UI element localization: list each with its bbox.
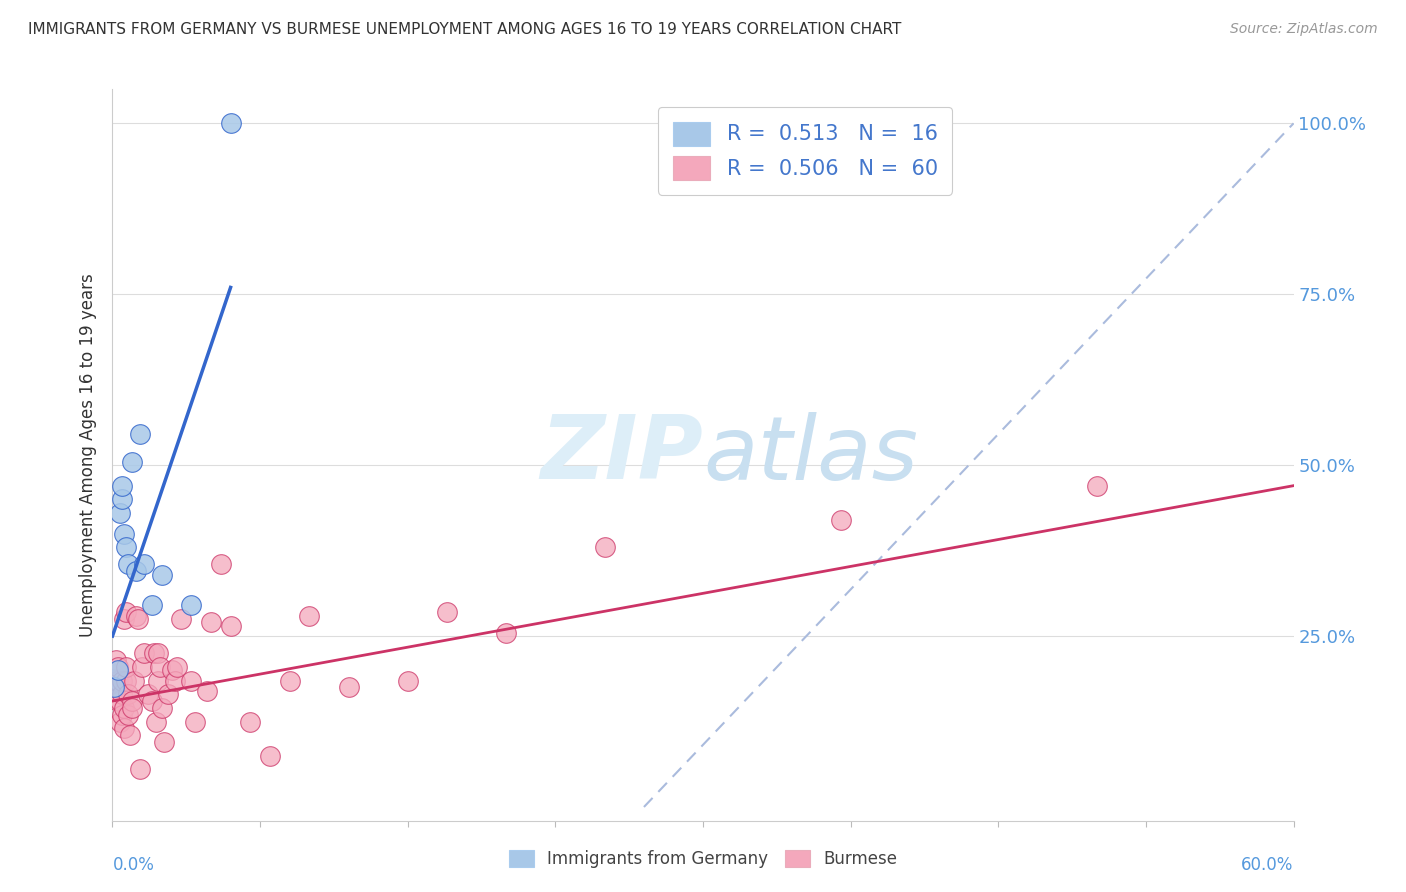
Point: [110, 714, 132, 729]
Point: [112, 526, 135, 541]
Point: [117, 687, 139, 701]
Text: atlas: atlas: [703, 412, 918, 498]
Point: [170, 612, 193, 626]
Point: [129, 427, 152, 442]
Point: [184, 714, 207, 729]
Point: [152, 735, 174, 749]
Point: [122, 673, 145, 688]
Point: [278, 673, 301, 688]
Text: Source: ZipAtlas.com: Source: ZipAtlas.com: [1230, 22, 1378, 37]
Point: [105, 673, 128, 688]
Point: [166, 660, 188, 674]
Point: [160, 663, 183, 677]
Point: [110, 694, 132, 708]
Point: [219, 619, 242, 633]
Point: [180, 599, 202, 613]
Point: [111, 492, 134, 507]
Point: [103, 681, 125, 695]
Point: [112, 722, 135, 736]
Point: [131, 660, 153, 674]
Point: [830, 513, 852, 527]
Point: [105, 653, 128, 667]
Point: [150, 567, 173, 582]
Point: [165, 673, 187, 688]
Point: [129, 763, 152, 777]
Point: [103, 681, 125, 695]
Point: [219, 116, 242, 130]
Point: [145, 714, 167, 729]
Point: [127, 612, 149, 626]
Text: ZIP: ZIP: [540, 411, 703, 499]
Point: [495, 625, 517, 640]
Point: [107, 663, 129, 677]
Legend: Immigrants from Germany, Burmese: Immigrants from Germany, Burmese: [502, 843, 904, 875]
Legend: R =  0.513   N =  16, R =  0.506   N =  60: R = 0.513 N = 16, R = 0.506 N = 60: [658, 107, 952, 194]
Point: [146, 646, 169, 660]
Point: [112, 701, 135, 715]
Point: [103, 666, 125, 681]
Point: [112, 612, 135, 626]
Point: [298, 608, 321, 623]
Point: [115, 605, 138, 619]
Point: [121, 701, 143, 715]
Point: [132, 558, 155, 572]
Point: [200, 615, 222, 630]
Point: [180, 673, 202, 688]
Point: [111, 673, 134, 688]
Point: [136, 687, 159, 701]
Point: [156, 687, 179, 701]
Point: [110, 506, 132, 520]
Point: [125, 564, 148, 578]
Point: [107, 660, 129, 674]
Point: [1085, 478, 1108, 492]
Y-axis label: Unemployment Among Ages 16 to 19 years: Unemployment Among Ages 16 to 19 years: [79, 273, 97, 637]
Point: [107, 673, 129, 688]
Point: [239, 714, 262, 729]
Point: [146, 673, 169, 688]
Point: [593, 540, 616, 554]
Point: [149, 660, 172, 674]
Point: [121, 455, 143, 469]
Point: [125, 608, 148, 623]
Point: [117, 707, 139, 722]
Point: [396, 673, 419, 688]
Point: [259, 748, 281, 763]
Point: [195, 683, 218, 698]
Text: 0.0%: 0.0%: [112, 855, 155, 873]
Point: [142, 646, 165, 660]
Point: [132, 646, 155, 660]
Point: [117, 558, 139, 572]
Point: [111, 687, 134, 701]
Text: IMMIGRANTS FROM GERMANY VS BURMESE UNEMPLOYMENT AMONG AGES 16 TO 19 YEARS CORREL: IMMIGRANTS FROM GERMANY VS BURMESE UNEMP…: [28, 22, 901, 37]
Point: [209, 558, 232, 572]
Point: [141, 599, 163, 613]
Point: [141, 694, 163, 708]
Point: [436, 605, 458, 619]
Point: [115, 540, 138, 554]
Point: [121, 694, 143, 708]
Point: [111, 478, 134, 492]
Point: [115, 673, 138, 688]
Point: [120, 728, 142, 742]
Text: 60.0%: 60.0%: [1241, 855, 1294, 873]
Point: [150, 701, 173, 715]
Point: [107, 694, 129, 708]
Point: [115, 660, 138, 674]
Point: [337, 681, 360, 695]
Point: [111, 707, 134, 722]
